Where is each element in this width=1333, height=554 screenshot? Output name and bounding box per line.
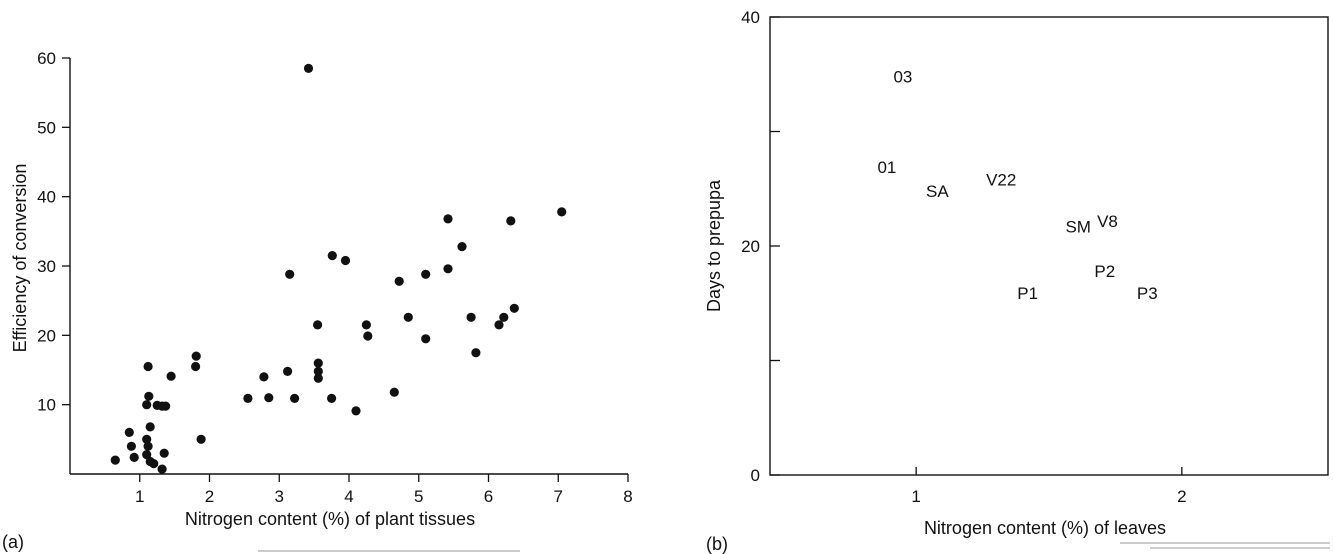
panel-a-data-point	[421, 269, 431, 279]
panel-a-data-point	[327, 393, 337, 403]
panel-a-data-point	[124, 427, 134, 437]
panel-a-label: (a)	[2, 532, 24, 552]
panel-a-data-point	[303, 63, 314, 73]
panel-a-data-point	[403, 312, 413, 322]
panel-a-data-point	[457, 242, 467, 252]
panel-a-data-point	[313, 358, 323, 368]
panel-a-data-point	[110, 455, 120, 465]
panel-a-x-tick-label: 3	[275, 487, 284, 506]
panel-a-x-tick-label: 7	[554, 487, 563, 506]
panel-a-y-tick-label: 50	[37, 118, 56, 137]
panel-a-x-tick-label: 4	[344, 487, 353, 506]
panel-a-data-point	[285, 269, 295, 279]
panel-a-y-tick-label: 20	[37, 326, 56, 345]
panel-b-point-label: 01	[877, 158, 896, 177]
panel-b-point-label: P3	[1137, 284, 1158, 303]
panel-a-data-point	[509, 303, 519, 313]
panel-a-data-point	[149, 459, 159, 469]
panel-b-y-tick-label: 40	[741, 8, 760, 27]
panel-b-x-tick-label: 1	[911, 487, 920, 506]
panel-b-point-label: V22	[986, 171, 1016, 190]
panel-a-data-point	[196, 434, 206, 444]
panel-b-point-label: SA	[926, 182, 949, 201]
panel-a-data-point	[166, 371, 176, 381]
panel-a-data-point	[313, 320, 323, 330]
panel-b-point-label: P2	[1094, 262, 1115, 281]
panel-a-data-point	[145, 422, 155, 432]
panel-a-y-tick-label: 40	[37, 188, 56, 207]
panel-b-y-tick-label: 20	[741, 237, 760, 256]
panel-b-frame	[769, 16, 1329, 476]
panel-a-data-point	[394, 276, 404, 286]
panel-a-x-tick-label: 2	[205, 487, 214, 506]
panel-b-x-tick-label: 2	[1177, 487, 1186, 506]
panel-a-y-tick-label: 30	[37, 257, 56, 276]
panel-a-x-tick-label: 5	[414, 487, 423, 506]
panel-a-data-point	[351, 406, 361, 416]
panel-a-data-point	[144, 391, 154, 401]
panel-a: 1 2 3 4 5 6 7 8 10 20 30 40 50 60 Nitrogen content (…	[2, 49, 633, 552]
panel-a-x-tick-label: 6	[484, 487, 493, 506]
panel-a-data-point	[129, 452, 139, 462]
panel-a-data-point	[161, 401, 171, 411]
panel-a-data-point	[259, 372, 269, 382]
panel-a-x-tick-label: 8	[623, 487, 632, 506]
panel-a-data-point	[363, 331, 373, 341]
panel-a-data-point	[264, 393, 274, 403]
panel-a-data-point	[361, 320, 371, 330]
panel-b-point-label: V8	[1097, 212, 1118, 231]
panel-a-data-point	[142, 450, 152, 460]
panel-a-data-point	[283, 366, 293, 376]
panel-a-data-point	[126, 441, 136, 451]
panel-a-data-point	[421, 334, 431, 344]
panel-a-data-point	[142, 400, 152, 410]
panel-a-y-axis-title: Efficiency of conversion	[10, 164, 30, 353]
panel-a-data-point	[557, 207, 567, 217]
panel-a-data-point	[143, 361, 153, 372]
panel-b: 1 2 0 20 40 03 01 SA V22 SM V8 P1 P2 P3 Nitrogen co…	[704, 8, 1329, 554]
panel-b-x-axis-title: Nitrogen content (%) of leaves	[924, 518, 1166, 538]
panel-a-data-point	[506, 216, 516, 226]
panel-a-x-axis-title: Nitrogen content (%) of plant tissues	[185, 509, 475, 529]
panel-a-data-point	[466, 312, 476, 322]
panel-b-y-axis-title: Days to prepupa	[704, 179, 724, 312]
panel-a-data-point	[243, 393, 253, 403]
panel-a-data-point	[340, 255, 351, 266]
panel-a-y-tick-label: 60	[37, 49, 56, 68]
panel-a-data-point	[471, 348, 481, 358]
panel-b-y-tick-label: 0	[751, 466, 760, 485]
panel-a-data-point	[157, 464, 167, 474]
panel-b-point-label: P1	[1017, 284, 1038, 303]
panel-a-data-point	[389, 387, 399, 397]
panel-b-point-label: SM	[1065, 218, 1091, 237]
panel-a-data-point	[443, 214, 453, 224]
panel-b-point-label: 03	[893, 68, 912, 87]
panel-a-data-point	[499, 312, 509, 322]
panel-a-data-point	[159, 448, 169, 458]
panel-a-y-tick-label: 10	[37, 396, 56, 415]
panel-a-data-point	[494, 320, 504, 330]
panel-b-label: (b)	[706, 534, 728, 554]
panel-a-data-point	[142, 434, 152, 444]
panel-a-data-point	[143, 441, 153, 451]
panel-a-data-point	[313, 373, 323, 383]
panel-a-data-point	[191, 351, 201, 361]
panel-a-data-point	[191, 361, 201, 372]
panel-a-data-point	[327, 251, 337, 261]
panel-a-data-point	[443, 264, 453, 274]
scan-artifacts	[258, 542, 1330, 552]
panel-a-data-point	[313, 366, 323, 376]
panel-a-x-tick-label: 1	[135, 487, 144, 506]
panel-a-data-point	[290, 393, 300, 403]
